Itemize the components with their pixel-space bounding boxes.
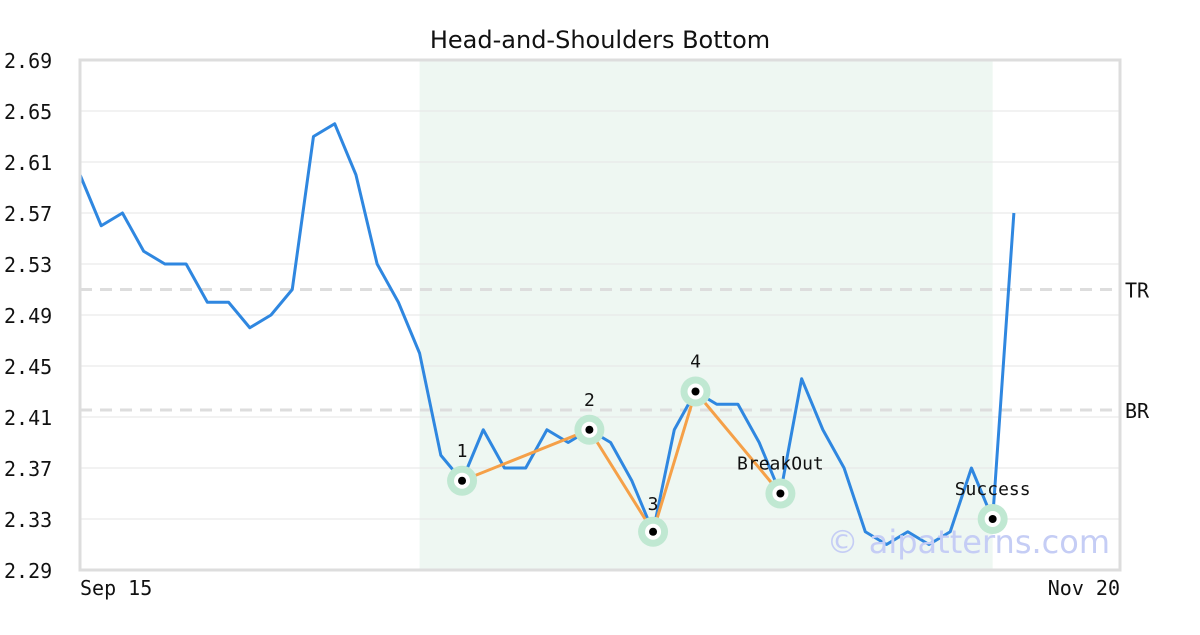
y-tick-label: 2.33 [4,508,52,532]
y-tick-label: 2.45 [4,355,52,379]
y-tick-label: 2.69 [4,49,52,73]
y-tick-label: 2.53 [4,253,52,277]
pattern-marker-dot [458,476,467,485]
pattern-point-label: 3 [648,494,659,515]
y-tick-label: 2.57 [4,202,52,226]
pattern-marker-dot [988,515,997,523]
y-tick-label: 2.41 [4,406,52,430]
pattern-point-label: 1 [457,441,468,462]
pattern-marker-dot [649,527,658,536]
pattern-point-label: BreakOut [737,454,824,475]
series-layer [78,122,1016,546]
pattern-point-label: Success [955,479,1031,500]
pattern-marker-dot [776,489,785,498]
y-tick-labels: 2.29 2.33 2.37 2.41 2.45 2.49 2.53 2.57 2.61 2.65… [4,49,52,583]
y-tick-label: 2.37 [4,457,52,481]
y-tick-label: 2.65 [4,100,52,124]
watermark: © aipatterns.com [827,523,1110,561]
price-series-line [78,122,1016,546]
chart-title: Head-and-Shoulders Bottom [430,26,770,54]
pattern-markers: 1 2 3 4 BreakOut Success [447,352,1031,547]
reference-lines: TR BR [80,279,1150,423]
pattern-point-label: 2 [584,390,595,411]
reference-line-label: TR [1125,279,1150,303]
pattern-point-label: 4 [690,352,701,373]
x-tick-label: Sep 15 [80,576,152,600]
plot-frame [78,58,1122,572]
pattern-marker-dot [585,425,594,434]
y-tick-label: 2.29 [4,559,52,583]
reference-line-label: BR [1125,399,1150,423]
x-tick-label: Nov 20 [1048,576,1120,600]
x-tick-labels: Sep 15 Nov 20 [80,576,1120,600]
y-tick-label: 2.49 [4,304,52,328]
pattern-marker-dot [691,387,700,396]
y-tick-label: 2.61 [4,151,52,175]
